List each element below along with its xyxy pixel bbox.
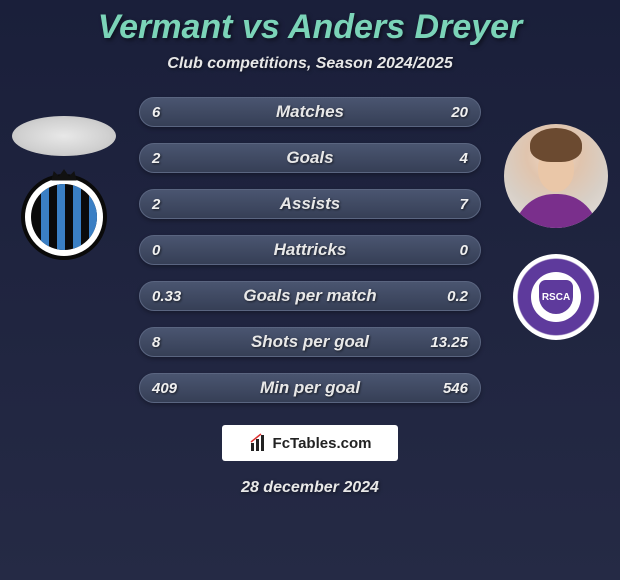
subtitle: Club competitions, Season 2024/2025	[0, 55, 620, 73]
stat-right-value: 4	[460, 150, 468, 167]
stat-left-value: 8	[152, 334, 160, 351]
stat-right-value: 0.2	[447, 288, 468, 305]
stat-left-value: 6	[152, 104, 160, 121]
stat-row-assists: 2 Assists 7	[139, 189, 481, 219]
stat-label: Min per goal	[260, 378, 360, 398]
stat-left-value: 2	[152, 150, 160, 167]
stat-row-goals-per-match: 0.33 Goals per match 0.2	[139, 281, 481, 311]
stat-label: Assists	[280, 194, 340, 214]
club-badge-right: RSCA	[513, 254, 599, 340]
stat-label: Hattricks	[274, 240, 347, 260]
page-title: Vermant vs Anders Dreyer	[0, 0, 620, 47]
brand-text: FcTables.com	[273, 435, 372, 452]
bar-chart-icon	[249, 433, 269, 453]
stat-row-goals: 2 Goals 4	[139, 143, 481, 173]
right-player-column: RSCA	[500, 124, 612, 340]
stat-right-value: 20	[451, 104, 468, 121]
stat-row-hattricks: 0 Hattricks 0	[139, 235, 481, 265]
brand-box[interactable]: FcTables.com	[222, 425, 398, 461]
stat-left-value: 2	[152, 196, 160, 213]
stat-right-value: 0	[460, 242, 468, 259]
stat-row-shots-per-goal: 8 Shots per goal 13.25	[139, 327, 481, 357]
stat-right-value: 13.25	[430, 334, 468, 351]
club-badge-left	[21, 174, 107, 260]
stat-left-value: 0	[152, 242, 160, 259]
date-text: 28 december 2024	[0, 479, 620, 497]
stat-left-value: 0.33	[152, 288, 181, 305]
crown-icon	[50, 168, 78, 182]
stat-right-value: 7	[460, 196, 468, 213]
stat-row-matches: 6 Matches 20	[139, 97, 481, 127]
player-left-portrait	[12, 116, 116, 156]
stat-label: Shots per goal	[251, 332, 369, 352]
stat-label: Goals per match	[243, 286, 376, 306]
stat-right-value: 546	[443, 380, 468, 397]
player-right-portrait	[504, 124, 608, 228]
stat-row-min-per-goal: 409 Min per goal 546	[139, 373, 481, 403]
stat-label: Goals	[286, 148, 333, 168]
stat-left-value: 409	[152, 380, 177, 397]
left-player-column	[8, 116, 120, 260]
stat-label: Matches	[276, 102, 344, 122]
